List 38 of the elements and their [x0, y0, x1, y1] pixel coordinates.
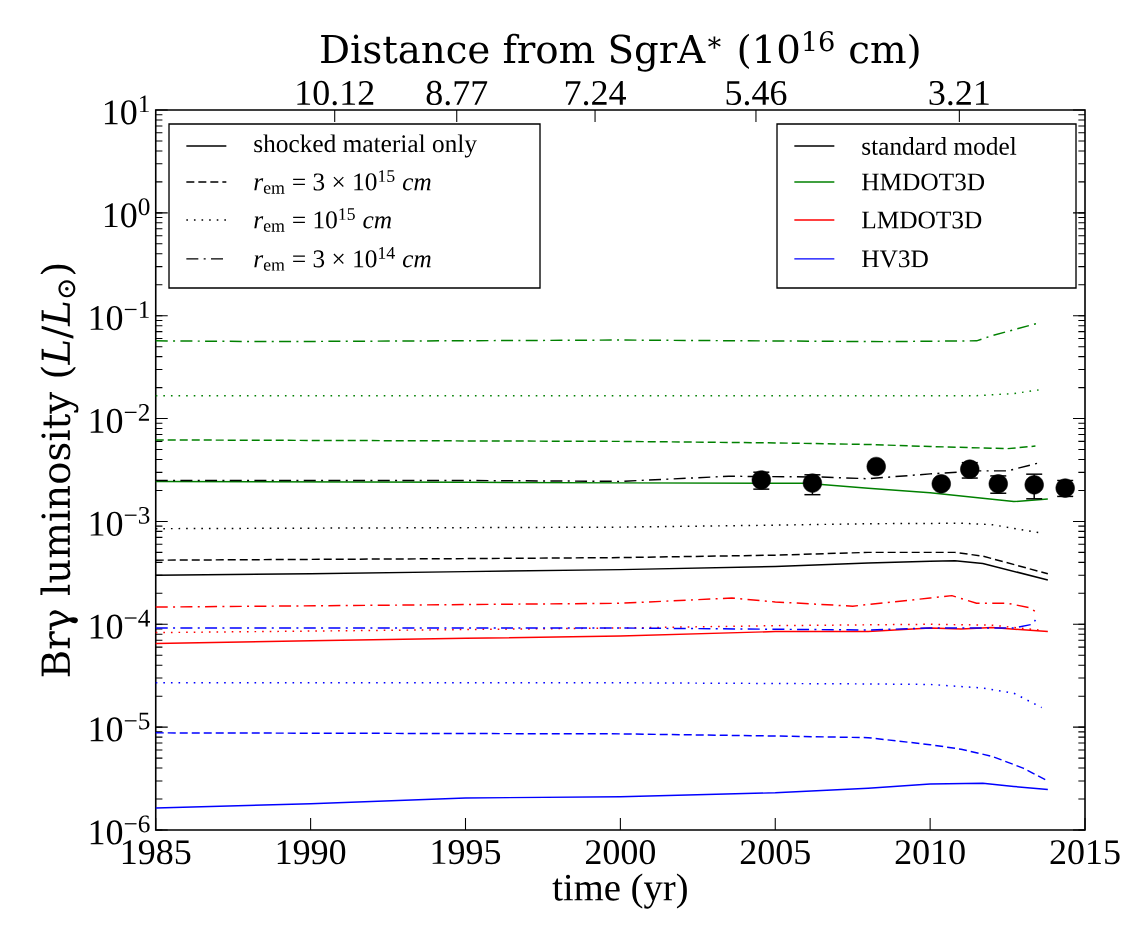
x-tick-label: 2010 — [895, 840, 965, 865]
line-series — [155, 594, 1037, 613]
line-series — [155, 782, 1049, 809]
y-tick-label: 10$^{−1}$ — [90, 301, 149, 331]
line-series — [155, 619, 1037, 631]
x2-tick-label: 3.21 — [929, 80, 989, 106]
legend-label: HMDOT3D — [862, 173, 985, 191]
y-tick-label: 10$^{−3}$ — [90, 506, 150, 536]
x-axis-title: time (yr) — [552, 873, 687, 909]
point — [1024, 475, 1044, 495]
y-axis-title: Brγ luminosity (L/L$_{⊙}$) — [40, 264, 79, 677]
legend-label: standard model — [862, 137, 1017, 155]
annotation: shocked material only — [254, 134, 477, 158]
x2-axis-title: Distance from SgrA$^{∗}$ (10$^{16}$ cm) — [321, 30, 919, 72]
legend-label: r$_{em}$ = 10$^{15}$ cm — [254, 208, 392, 232]
x2-tick-label: 10.12 — [297, 80, 374, 106]
x2-tick-label: 5.46 — [726, 80, 787, 106]
legend-label: r$_{em}$ = 3 × 10$^{14}$ cm — [254, 247, 431, 271]
line-series — [155, 626, 1049, 645]
y-tick-label: 10$^{−2}$ — [90, 404, 149, 434]
legend-label: HV3D — [862, 250, 928, 268]
x-tick-label: 1990 — [277, 840, 346, 865]
legend-label: LMDOT3D — [862, 211, 982, 229]
x-tick-label: 2015 — [1050, 840, 1120, 865]
y-tick-label: 10$^{−4}$ — [90, 609, 150, 639]
y-tick-label: 10$^{0}$ — [104, 198, 150, 228]
point — [931, 474, 951, 494]
line-series — [155, 682, 1043, 709]
legend-label: r$_{em}$ = 3 × 10$^{15}$ cm — [254, 170, 431, 194]
x-tick-label: 2000 — [585, 840, 655, 865]
point — [866, 456, 886, 477]
y-tick-label: 10$^{1}$ — [104, 95, 149, 125]
line-series — [155, 439, 1037, 450]
x2-tick-label: 8.77 — [426, 80, 488, 106]
y-tick-label: 10$^{−5}$ — [90, 712, 150, 742]
x-tick-label: 2005 — [740, 840, 810, 865]
x-tick-label: 1995 — [432, 840, 501, 865]
x2-tick-label: 7.24 — [565, 80, 626, 106]
